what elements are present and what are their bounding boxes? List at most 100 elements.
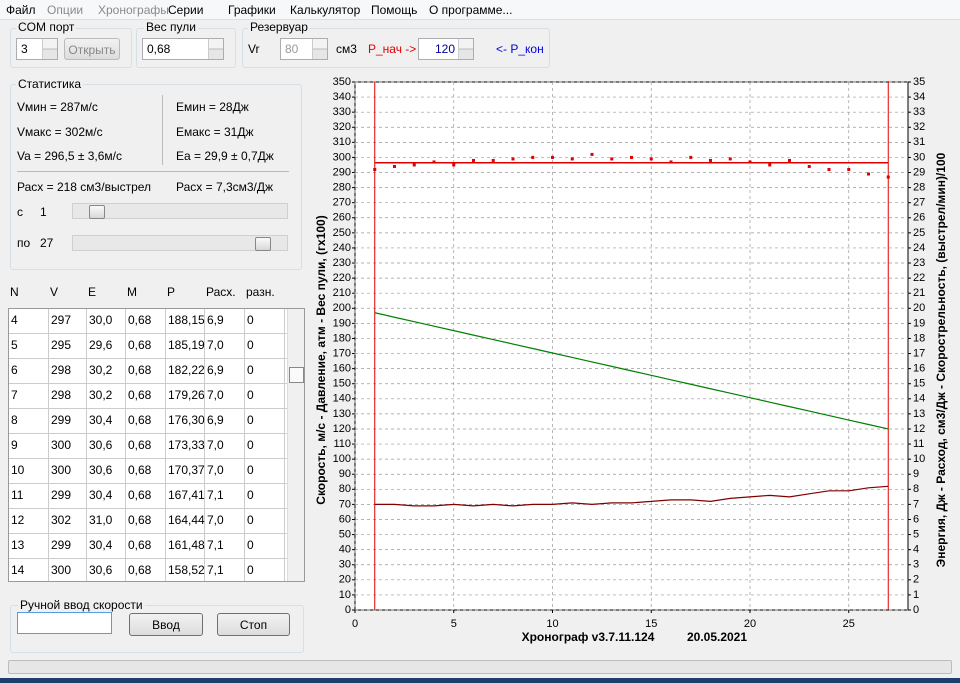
cell: 164,44	[168, 513, 205, 527]
cell: 300	[51, 438, 72, 452]
y2-tick-label: 5	[913, 528, 919, 540]
y-tick-label: 120	[333, 423, 351, 435]
menu-item[interactable]: Калькулятор	[290, 3, 361, 17]
y2-tick-label: 35	[913, 76, 925, 88]
cell: 299	[51, 413, 72, 427]
group-title: COM порт	[16, 20, 77, 34]
speed-input[interactable]	[17, 612, 112, 634]
y-tick-label: 200	[333, 302, 351, 314]
statistics-group	[10, 84, 302, 270]
cell: 30,0	[89, 313, 113, 327]
y-tick-label: 320	[333, 121, 351, 133]
y2-tick-label: 33	[913, 106, 925, 118]
data-point	[709, 158, 712, 162]
cell: 185,19	[168, 338, 205, 352]
y-tick-label: 90	[339, 468, 351, 480]
x-tick-label: 15	[645, 618, 657, 630]
y2-tick-label: 22	[913, 272, 925, 284]
menu-item[interactable]: Хронографы	[98, 3, 169, 17]
cell: 30,6	[89, 563, 113, 577]
menu-item[interactable]: О программе...	[429, 3, 513, 17]
stat: Eмин = 28Дж	[176, 100, 249, 114]
data-point	[847, 167, 851, 171]
cell: 0,68	[128, 388, 152, 402]
x-tick-label: 0	[352, 618, 358, 630]
y2-tick-label: 14	[913, 393, 925, 405]
cell: 182,22	[168, 363, 205, 377]
table: 4 297 30,0 0,68 188,15 6,9 0 5 295 29,6 0,68 185,19…	[8, 308, 305, 582]
y2-tick-label: 29	[913, 166, 925, 178]
cell: 13	[11, 538, 25, 552]
column-header: M	[127, 285, 137, 299]
menu-item[interactable]: Опции	[47, 3, 84, 17]
cell: 299	[51, 488, 72, 502]
y2-tick-label: 26	[913, 212, 925, 224]
cell: 297	[51, 313, 72, 327]
cell: 0	[247, 388, 254, 402]
p-end-label: <- P_кон	[496, 42, 544, 56]
grid-line	[9, 558, 287, 559]
y2-tick-label: 21	[913, 287, 925, 299]
y-tick-label: 60	[339, 513, 351, 525]
scrollbar[interactable]	[287, 309, 304, 581]
plot-area	[354, 81, 909, 611]
enter-button[interactable]: Ввод	[129, 613, 203, 636]
y2-tick-label: 30	[913, 151, 925, 163]
menu-item[interactable]: Файл	[6, 3, 36, 17]
divider	[17, 171, 289, 172]
column-header: N	[10, 285, 19, 299]
com-spin[interactable]: 3	[16, 38, 58, 60]
to-label: по	[17, 236, 31, 250]
open-button[interactable]: Открыть	[64, 38, 120, 60]
data-point	[689, 155, 693, 159]
y-tick-label: 70	[339, 498, 351, 510]
cell: 30,4	[89, 488, 113, 502]
cell: 300	[51, 463, 72, 477]
stat: Расх = 218 см3/выстрел	[17, 180, 152, 194]
cell: 0	[247, 563, 254, 577]
cell: 300	[51, 563, 72, 577]
divider	[162, 95, 163, 165]
menu-item[interactable]: Серии	[168, 3, 204, 17]
y2-tick-label: 31	[913, 136, 925, 148]
cell: 0,68	[128, 338, 152, 352]
y-tick-label: 300	[333, 151, 351, 163]
from-slider[interactable]	[72, 203, 288, 219]
menu-item[interactable]: Графики	[228, 3, 276, 17]
reservoir-group	[242, 28, 550, 68]
y2-tick-label: 24	[913, 242, 925, 254]
weight-spin[interactable]: 0,68	[142, 38, 224, 60]
data-point	[412, 163, 416, 167]
chart: Скорость, м/с - Давление, атм - Вес пули…	[314, 76, 948, 644]
y-tick-label: 220	[333, 272, 351, 284]
stat: Ea = 29,9 ± 0,7Дж	[176, 149, 274, 163]
stop-button[interactable]: Стоп	[217, 613, 290, 636]
y-tick-label: 260	[333, 212, 351, 224]
cell: 7	[11, 388, 18, 402]
grid-line	[9, 333, 287, 334]
vr-spin[interactable]: 80	[280, 38, 328, 60]
x-tick-label: 25	[843, 618, 855, 630]
p-spin[interactable]: 120	[418, 38, 474, 60]
cell: 6,9	[207, 313, 224, 327]
cell: 0	[247, 463, 254, 477]
cell: 5	[11, 338, 18, 352]
data-point	[630, 155, 633, 159]
cell: 7,1	[207, 538, 224, 552]
group-title: Ручной ввод скорости	[18, 598, 145, 612]
cell: 31,0	[89, 513, 113, 527]
menu-item[interactable]: Помощь	[371, 3, 418, 17]
y2-tick-label: 28	[913, 182, 925, 194]
data-point	[867, 172, 870, 176]
grid-line	[125, 309, 126, 581]
cell: 0	[247, 313, 254, 327]
to-slider[interactable]	[72, 235, 288, 251]
cell: 30,2	[89, 363, 113, 377]
y-tick-label: 100	[333, 453, 351, 465]
y-tick-label: 290	[333, 166, 351, 178]
y2-tick-label: 27	[913, 197, 925, 209]
data-point	[511, 157, 515, 161]
grid-line	[9, 533, 287, 534]
from-value: 1	[40, 205, 47, 219]
cell: 179,26	[168, 388, 205, 402]
